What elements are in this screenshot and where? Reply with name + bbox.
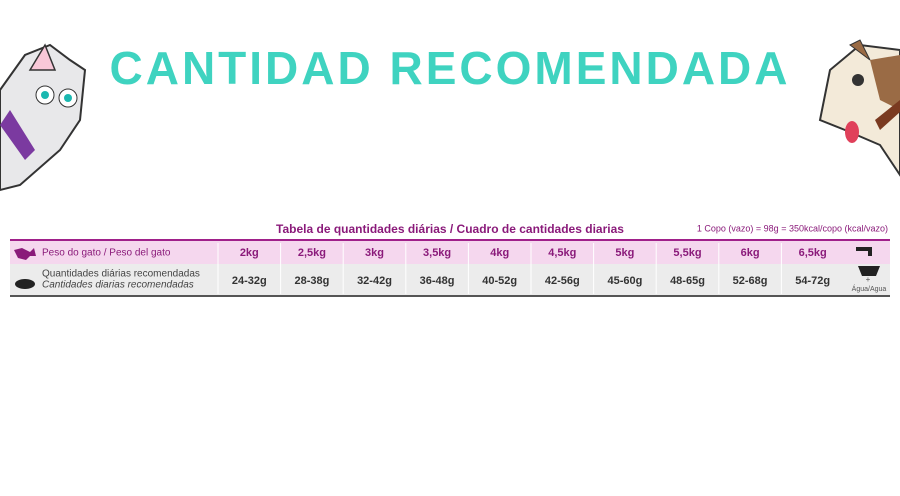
amount-cell: 42-56g	[545, 275, 580, 287]
svg-text:+: +	[866, 275, 871, 284]
amount-cell: 48-65g	[670, 275, 705, 287]
weight-cell: 5kg	[615, 247, 634, 259]
bowl-icon	[15, 279, 35, 289]
weight-cell: 6kg	[741, 247, 760, 259]
table-title: Tabela de quantidades diárias / Cuadro d…	[276, 222, 624, 236]
amount-cell: 36-48g	[420, 275, 455, 287]
weight-cell: 3kg	[365, 247, 384, 259]
amount-cell: 40-52g	[482, 275, 517, 287]
weight-cell: 6,5kg	[799, 247, 827, 259]
weight-label: Peso do gato / Peso del gato	[42, 248, 171, 259]
weight-cell: 5,5kg	[673, 247, 701, 259]
amount-cell: 52-68g	[733, 275, 768, 287]
weight-cell: 3,5kg	[423, 247, 451, 259]
water-label: Água/Agua	[852, 284, 887, 293]
cat-icon	[14, 248, 36, 260]
page-title: CANTIDAD RECOMENDADA	[110, 42, 791, 94]
amount-label-pt: Quantidades diárias recomendadas	[42, 269, 200, 280]
water-icon: +	[856, 247, 880, 284]
table-note: 1 Copo (vazo) = 98g = 350kcal/copo (kcal…	[697, 223, 888, 233]
weight-cell: 2,5kg	[298, 247, 326, 259]
amount-cell: 54-72g	[795, 275, 830, 287]
weight-row-bg	[10, 241, 890, 264]
dog-illustration	[818, 39, 900, 177]
amount-cell: 28-38g	[294, 275, 329, 287]
weight-cell: 4,5kg	[548, 247, 576, 259]
table-cells: 2kg 2,5kg 3kg 3,5kg 4kg 4,5kg 5kg 5,5kg 6kg 6,5kg…	[217, 243, 830, 294]
cat-illustration	[0, 43, 87, 192]
amount-cell: 24-32g	[232, 275, 267, 287]
amount-cell: 45-60g	[607, 275, 642, 287]
amount-row-bg	[10, 264, 890, 296]
weight-cell: 4kg	[490, 247, 509, 259]
amount-cell: 32-42g	[357, 275, 392, 287]
amount-label-es: Cantidades diarias recomendadas	[42, 280, 194, 291]
weight-cell: 2kg	[240, 247, 259, 259]
